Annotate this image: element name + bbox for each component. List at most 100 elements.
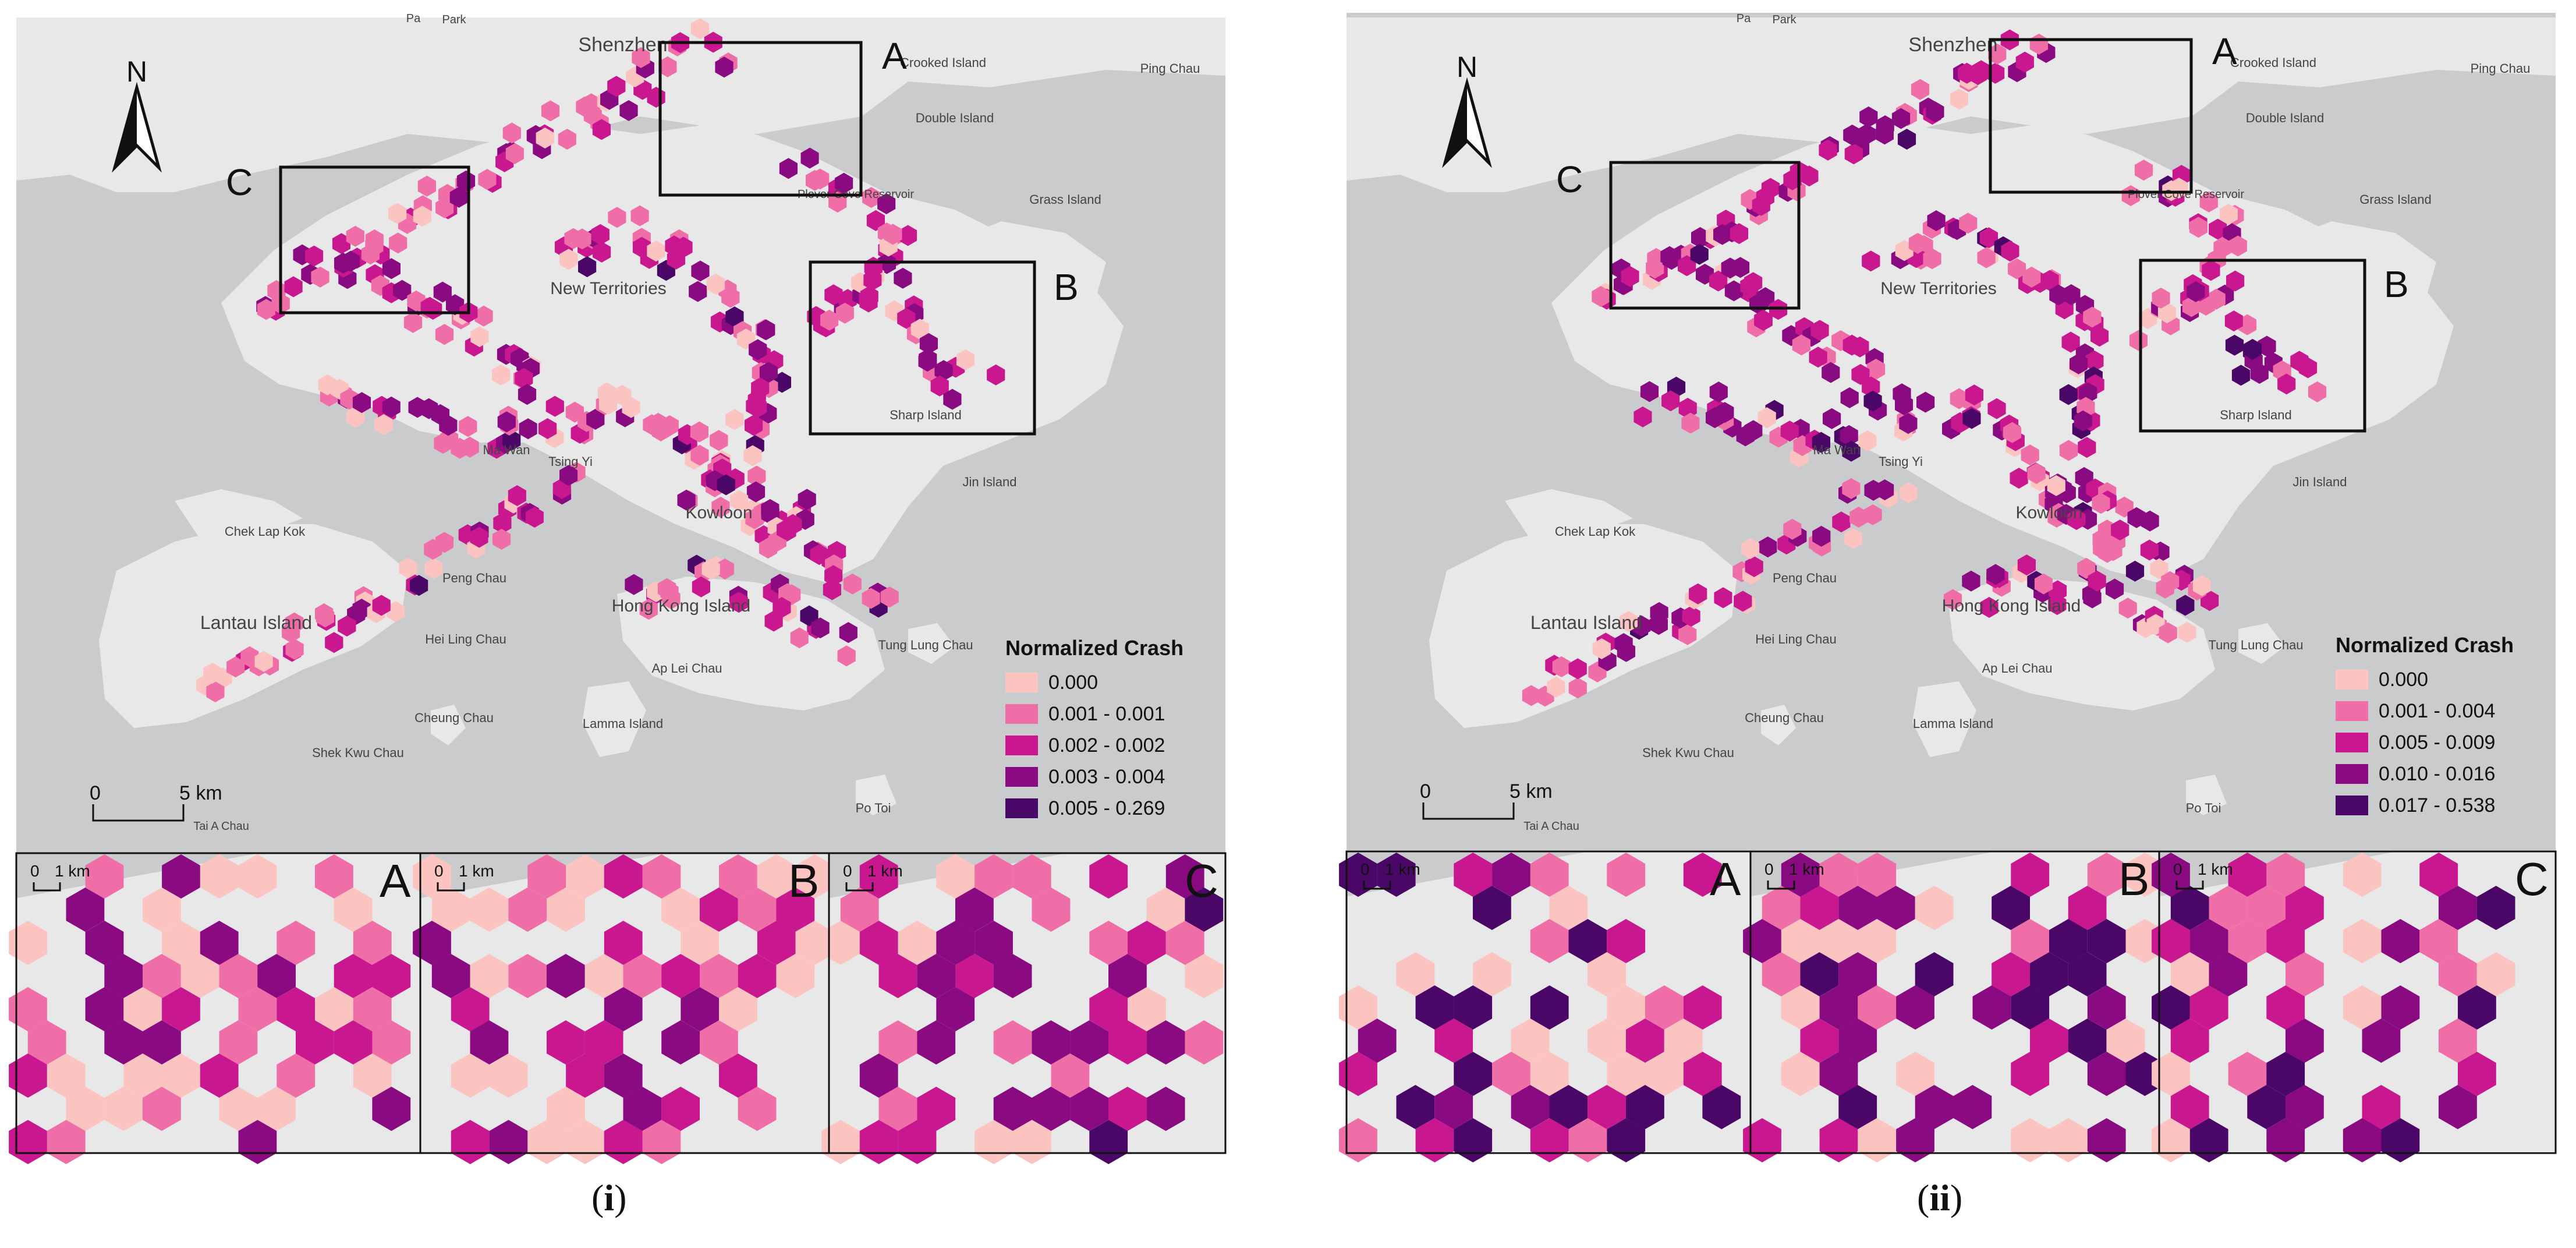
crash-hex — [2266, 853, 2305, 897]
crash-hex — [1607, 853, 1646, 897]
crash-hex — [424, 539, 442, 560]
crash-hex — [559, 249, 578, 270]
crash-hex — [2087, 919, 2126, 963]
crash-hex — [681, 987, 720, 1031]
inset-scale-value: 1 km — [1385, 860, 1420, 878]
crash-hex — [2228, 235, 2247, 257]
crash-hex — [1923, 248, 1941, 270]
crash-hex — [1844, 143, 1863, 165]
legend-title: Normalized Crash — [2336, 633, 2514, 657]
crash-hex — [1822, 362, 1840, 383]
crash-hex — [1454, 1118, 1493, 1162]
crash-hex — [1702, 1085, 1741, 1129]
crash-hex — [1800, 886, 1839, 930]
crash-hex — [1962, 570, 1980, 592]
crash-hex — [1915, 1085, 1954, 1129]
place-label: Kowloon — [685, 503, 752, 522]
crash-hex — [2049, 284, 2068, 306]
crash-hex — [1858, 919, 1897, 963]
crash-hex — [459, 416, 477, 437]
place-label: Crooked Island — [900, 55, 986, 70]
crash-hex — [413, 854, 451, 899]
place-label: Tai A Chau — [1523, 820, 1579, 833]
inset-label: C — [2515, 853, 2549, 905]
inset-scale-bar — [1363, 881, 1391, 890]
land-area — [1429, 524, 1738, 728]
crash-hex — [2159, 622, 2177, 644]
crash-hex — [2048, 594, 2067, 616]
crash-hex — [162, 1053, 200, 1098]
crash-hex — [1617, 641, 1635, 662]
crash-hex — [956, 349, 975, 370]
place-label: New Territories — [550, 279, 667, 298]
scale-bar-line — [1422, 802, 1515, 820]
crash-hex — [745, 508, 764, 529]
crash-hex — [1568, 677, 1587, 699]
crash-hex — [715, 558, 734, 579]
crash-hex — [1943, 589, 1962, 610]
crash-hex — [456, 170, 476, 192]
crash-hex — [593, 241, 611, 263]
place-label: Jin Island — [2293, 475, 2347, 489]
place-label: Grass Island — [2359, 192, 2432, 207]
crash-hex — [782, 584, 801, 606]
crash-hex — [1108, 1087, 1147, 1131]
crash-hex — [586, 409, 605, 430]
crash-hex — [1927, 210, 1946, 231]
crash-hex — [2170, 886, 2209, 930]
place-label: Park — [442, 13, 466, 26]
crash-hex — [1473, 952, 1511, 996]
crash-hex — [2001, 241, 2019, 262]
crash-hex — [1146, 888, 1185, 932]
crash-hex — [677, 489, 696, 511]
crash-hex — [2225, 334, 2244, 356]
crash-hex — [424, 558, 443, 579]
crash-hex — [1800, 952, 1839, 996]
crash-hex — [582, 93, 601, 115]
crash-hex — [1840, 425, 1858, 446]
crash-hex — [930, 375, 949, 397]
crash-hex — [372, 1020, 411, 1065]
crash-hex — [9, 987, 47, 1031]
crash-hex — [508, 485, 526, 507]
crash-hex — [2419, 853, 2458, 897]
crash-hex — [1959, 213, 1978, 234]
crash-hex — [1588, 952, 1626, 996]
crash-hex — [706, 273, 725, 295]
crash-hex — [123, 987, 162, 1031]
crash-hex — [1146, 1087, 1185, 1131]
place-label: Cheung Chau — [1745, 710, 1824, 725]
legend-swatch — [1005, 673, 1038, 692]
crash-hex — [1716, 402, 1734, 423]
crash-hex — [559, 465, 578, 486]
crash-hex — [2228, 853, 2267, 897]
crash-hex — [1858, 853, 1897, 897]
land-area — [1912, 681, 1976, 757]
crash-hex — [1759, 536, 1777, 558]
crash-hex — [1832, 511, 1851, 533]
crash-hex — [2258, 335, 2276, 357]
inset-C: 0 1 km C — [821, 853, 1225, 1164]
place-label: Shek Kwu Chau — [1642, 745, 1734, 760]
crash-hex — [751, 377, 770, 399]
crash-hex — [439, 415, 458, 436]
crash-hex — [1626, 1019, 1664, 1063]
crash-hex — [1842, 440, 1861, 462]
crash-hex — [1661, 390, 1680, 412]
crash-hex — [1339, 985, 1377, 1030]
crash-hex — [2202, 260, 2220, 281]
crash-hex — [943, 388, 962, 410]
crash-hex — [361, 243, 380, 265]
crash-hex — [1454, 853, 1493, 897]
crash-hex — [1714, 587, 1732, 609]
crash-hex — [1843, 124, 1862, 146]
place-label: Chek Lap Kok — [225, 524, 306, 539]
crash-hex — [434, 433, 452, 454]
crash-hex — [2059, 384, 2078, 405]
place-label: Ma Wan — [483, 443, 530, 457]
crash-hex — [749, 339, 767, 360]
crash-hex — [2021, 444, 2039, 466]
crash-hex — [651, 420, 670, 441]
crash-hex — [489, 1053, 528, 1098]
crash-hex — [919, 333, 938, 354]
